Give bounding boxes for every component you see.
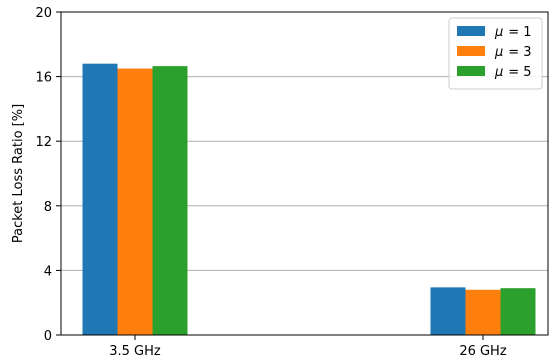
legend-value: = 1 bbox=[508, 25, 531, 40]
legend-symbol: μ bbox=[494, 45, 503, 60]
x-tick-label: 26 GHz bbox=[459, 344, 507, 359]
y-tick-label: 12 bbox=[35, 135, 52, 150]
legend-value: = 3 bbox=[508, 45, 531, 60]
legend-label: μ = 3 bbox=[494, 45, 532, 60]
legend-value: = 5 bbox=[508, 65, 531, 80]
legend-label: μ = 1 bbox=[494, 25, 532, 40]
bar bbox=[117, 68, 153, 336]
legend: μ = 1 μ = 3 μ = 5 bbox=[448, 17, 543, 90]
plot-frame bbox=[60, 11, 549, 336]
y-tick-label: 4 bbox=[44, 264, 52, 279]
y-tick-label: 16 bbox=[35, 71, 52, 86]
y-axis-label: Packet Loss Ratio [%] bbox=[11, 104, 26, 243]
y-tick-label: 8 bbox=[44, 200, 52, 215]
bar bbox=[82, 63, 118, 336]
legend-swatch bbox=[457, 66, 485, 76]
bar bbox=[500, 288, 536, 335]
y-tick-label: 20 bbox=[35, 6, 52, 21]
legend-symbol: μ bbox=[494, 25, 503, 40]
x-tick-label: 3.5 GHz bbox=[109, 344, 161, 359]
x-axis-ticks: 3.5 GHz 26 GHz bbox=[109, 335, 507, 359]
legend-symbol: μ bbox=[494, 65, 503, 80]
bar bbox=[430, 287, 466, 335]
y-axis-ticks: 0 4 8 12 16 20 bbox=[35, 6, 61, 344]
legend-swatch bbox=[457, 46, 485, 56]
y-tick-label: 0 bbox=[44, 329, 52, 344]
bar bbox=[465, 289, 501, 335]
bar bbox=[152, 66, 188, 335]
legend-swatch bbox=[457, 26, 485, 36]
bar-series bbox=[82, 63, 536, 336]
legend-label: μ = 5 bbox=[494, 65, 532, 80]
